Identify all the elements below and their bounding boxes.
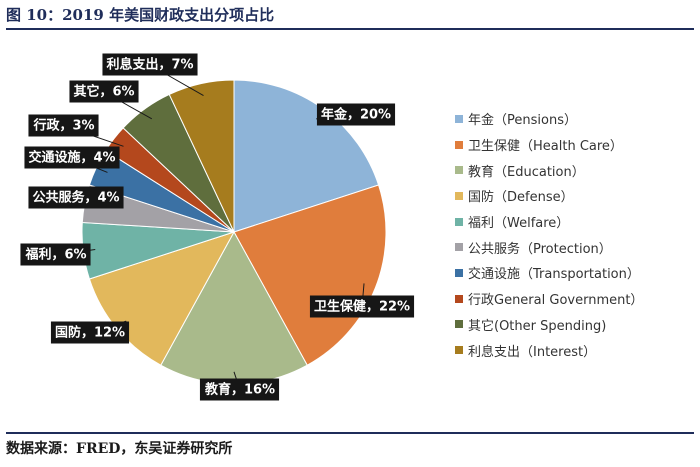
legend-swatch <box>455 217 463 226</box>
source-rule <box>6 432 694 434</box>
slice-label: 卫生保健，22% <box>309 295 415 318</box>
slice-label: 交通设施，4% <box>24 146 120 169</box>
slice-label: 公共服务，4% <box>28 186 124 209</box>
legend-swatch <box>455 320 463 329</box>
slice-label-box <box>102 53 198 76</box>
slice-label: 福利，6% <box>20 243 91 266</box>
slice-label-text: 福利，6% <box>24 247 86 263</box>
slice-label-text: 年金，20% <box>321 107 391 123</box>
legend-item: 福利（Welfare） <box>455 209 643 235</box>
legend-label: 国防（Defense） <box>468 190 574 206</box>
pie-slice <box>233 184 387 366</box>
slice-label-box <box>50 321 130 344</box>
legend-item: 卫生保健（Health Care） <box>455 132 643 158</box>
legend-swatch <box>455 114 463 123</box>
legend-label: 公共服务（Protection） <box>468 241 612 257</box>
legend-item: 交通设施（Transportation） <box>455 260 643 286</box>
legend-item: 国防（Defense） <box>455 183 643 209</box>
title-rule <box>6 28 694 30</box>
legend-label: 福利（Welfare） <box>468 216 570 232</box>
slice-label-text: 行政，3% <box>32 118 94 134</box>
slice-label-box <box>24 146 120 169</box>
slice-label: 国防，12% <box>50 321 130 344</box>
slice-label: 行政，3% <box>28 114 99 137</box>
legend-label: 行政General Government） <box>468 293 644 309</box>
legend-item: 公共服务（Protection） <box>455 234 643 260</box>
legend-item: 教育（Education） <box>455 157 643 183</box>
legend-item: 其它(Other Spending) <box>455 312 643 338</box>
legend-swatch <box>455 191 463 200</box>
legend-item: 年金（Pensions） <box>455 106 643 132</box>
slice-label-text: 教育，16% <box>204 382 275 398</box>
slice-label: 利息支出，7% <box>102 53 198 76</box>
slice-label-text: 交通设施，4% <box>28 150 115 166</box>
slice-label: 其它，6% <box>69 80 139 103</box>
slice-label-box <box>316 103 396 126</box>
legend-swatch <box>455 243 463 252</box>
legend-swatch <box>455 268 463 277</box>
slice-label-box <box>28 186 124 209</box>
slice-label-text: 利息支出，7% <box>106 57 193 73</box>
chart-legend: 年金（Pensions） 卫生保健（Health Care） 教育（Educatio… <box>455 106 643 363</box>
legend-item: 利息支出（Interest） <box>455 337 643 363</box>
slice-label: 年金，20% <box>316 103 396 126</box>
legend-label: 利息支出（Interest） <box>468 344 597 360</box>
figure-title: 图 10：2019 年美国财政支出分项占比 <box>6 6 275 24</box>
slice-label: 教育，16% <box>199 378 280 401</box>
slice-label-text: 公共服务，4% <box>32 190 119 206</box>
source-note: 数据来源：FRED，东吴证券研究所 <box>6 441 233 457</box>
slice-label-box <box>28 114 99 137</box>
legend-label: 年金（Pensions） <box>468 113 577 129</box>
legend-label: 教育（Education） <box>468 164 585 180</box>
legend-label: 交通设施（Transportation） <box>468 267 640 283</box>
slice-label-box <box>20 243 91 266</box>
legend-swatch <box>455 166 463 175</box>
slice-label-text: 国防，12% <box>55 325 125 341</box>
pie-slice <box>168 79 235 233</box>
legend-label: 卫生保健（Health Care） <box>468 139 623 155</box>
legend-item: 行政General Government） <box>455 286 643 312</box>
legend-swatch <box>455 346 463 355</box>
slice-label-text: 其它，6% <box>73 84 134 100</box>
slice-label-box <box>309 295 415 318</box>
legend-swatch <box>455 294 463 303</box>
slice-label-box <box>69 80 139 103</box>
legend-swatch <box>455 140 463 149</box>
legend-label: 其它(Other Spending) <box>468 318 607 334</box>
slice-label-text: 卫生保健，22% <box>314 299 410 315</box>
slice-label-box <box>199 378 280 401</box>
